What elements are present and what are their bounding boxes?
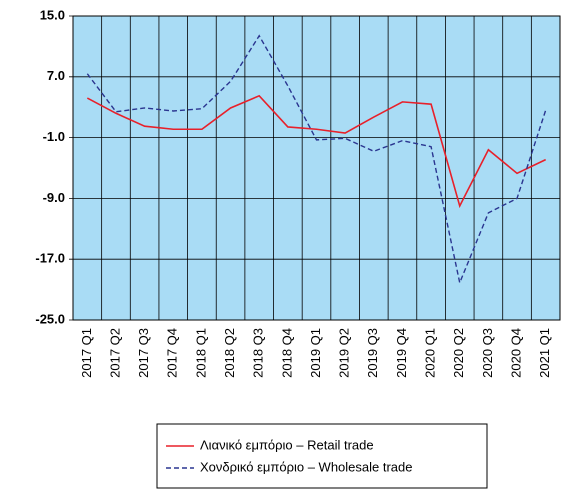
series-line [86, 34, 547, 286]
legend-label: Χονδρικό εμπόριο – Wholesale trade [200, 459, 413, 474]
plot-background [72, 15, 561, 321]
x-tick-label: 2020 Q3 [480, 328, 495, 378]
x-tick-label: 2017 Q2 [107, 328, 122, 378]
series-line [86, 94, 547, 209]
y-tick-label: -25.0 [35, 311, 65, 326]
x-tick-label: 2019 Q4 [394, 328, 409, 378]
x-tick-label: 2020 Q1 [423, 328, 438, 378]
y-tick-label: 7.0 [47, 68, 65, 83]
x-tick-label: 2018 Q4 [279, 328, 294, 378]
y-tick-label: -9.0 [43, 190, 65, 205]
y-tick-label: -17.0 [35, 251, 65, 266]
x-tick-label: 2019 Q3 [365, 328, 380, 378]
x-tick-label: 2019 Q1 [308, 328, 323, 378]
legend-box [156, 423, 488, 489]
x-tick-label: 2021 Q1 [537, 328, 552, 378]
x-tick-label: 2020 Q2 [451, 328, 466, 378]
x-tick-label: 2018 Q2 [222, 328, 237, 378]
y-tick-label: 15.0 [40, 7, 65, 22]
x-tick-label: 2018 Q1 [193, 328, 208, 378]
y-tick-label: -1.0 [43, 129, 65, 144]
x-tick-label: 2017 Q1 [79, 328, 94, 378]
legend-label: Λιανικό εμπόριο – Retail trade [200, 437, 374, 452]
x-tick-label: 2017 Q3 [136, 328, 151, 378]
x-tick-label: 2017 Q4 [165, 328, 180, 378]
x-tick-label: 2019 Q2 [337, 328, 352, 378]
x-tick-label: 2018 Q3 [251, 328, 266, 378]
x-tick-label: 2020 Q4 [508, 328, 523, 378]
